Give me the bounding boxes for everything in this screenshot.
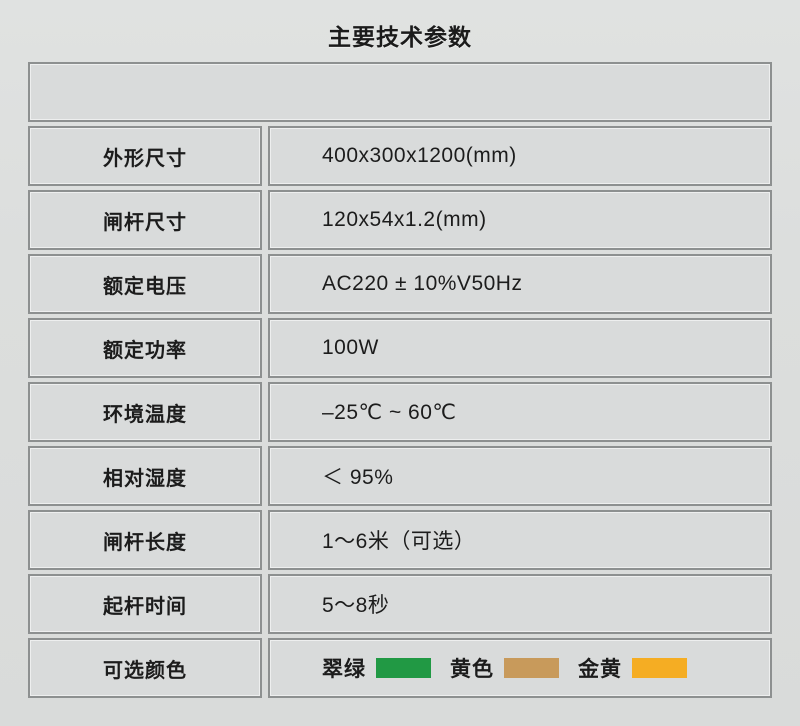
spec-label: 环境温度 — [28, 382, 262, 442]
spec-label: 起杆时间 — [28, 574, 262, 634]
color-option: 黄色 — [450, 653, 578, 683]
spec-label: 可选颜色 — [28, 638, 262, 698]
spec-value-colors: 翠绿 黄色 金黄 — [268, 638, 772, 698]
spec-label: 额定电压 — [28, 254, 262, 314]
color-option-label: 翠绿 — [322, 658, 366, 681]
color-swatch-gold — [632, 658, 687, 678]
spec-label: 闸杆长度 — [28, 510, 262, 570]
table-row: 额定电压 AC220 ± 10%V50Hz — [28, 254, 772, 314]
spec-table-header-row — [28, 62, 772, 122]
color-option-label: 金黄 — [578, 658, 622, 681]
color-option-label: 黄色 — [450, 658, 494, 681]
spec-value: 120x54x1.2(mm) — [268, 190, 772, 250]
table-row: 闸杆尺寸 120x54x1.2(mm) — [28, 190, 772, 250]
spec-label: 额定功率 — [28, 318, 262, 378]
spec-label: 闸杆尺寸 — [28, 190, 262, 250]
spec-label: 外形尺寸 — [28, 126, 262, 186]
color-swatch-tan — [504, 658, 559, 678]
spec-label: 相对湿度 — [28, 446, 262, 506]
color-option: 金黄 — [578, 653, 706, 683]
spec-value: ＜ 95% — [268, 446, 772, 506]
table-row: 相对湿度 ＜ 95% — [28, 446, 772, 506]
spec-value: 100W — [268, 318, 772, 378]
spec-value: 1～6米（可选） — [268, 510, 772, 570]
table-row: 闸杆长度 1～6米（可选） — [28, 510, 772, 570]
table-row: 外形尺寸 400x300x1200(mm) — [28, 126, 772, 186]
table-row: 环境温度 –25℃ ~ 60℃ — [28, 382, 772, 442]
color-option: 翠绿 — [322, 653, 450, 683]
color-swatch-green — [376, 658, 431, 678]
color-option-list: 翠绿 黄色 金黄 — [322, 653, 706, 683]
spec-value: –25℃ ~ 60℃ — [268, 382, 772, 442]
spec-value: 400x300x1200(mm) — [268, 126, 772, 186]
spec-value: AC220 ± 10%V50Hz — [268, 254, 772, 314]
table-row-colors: 可选颜色 翠绿 黄色 金黄 — [28, 638, 772, 698]
page-title: 主要技术参数 — [328, 24, 472, 50]
table-row: 额定功率 100W — [28, 318, 772, 378]
spec-table: 外形尺寸 400x300x1200(mm) 闸杆尺寸 120x54x1.2(mm… — [28, 62, 772, 702]
table-row: 起杆时间 5～8秒 — [28, 574, 772, 634]
spec-value: 5～8秒 — [268, 574, 772, 634]
